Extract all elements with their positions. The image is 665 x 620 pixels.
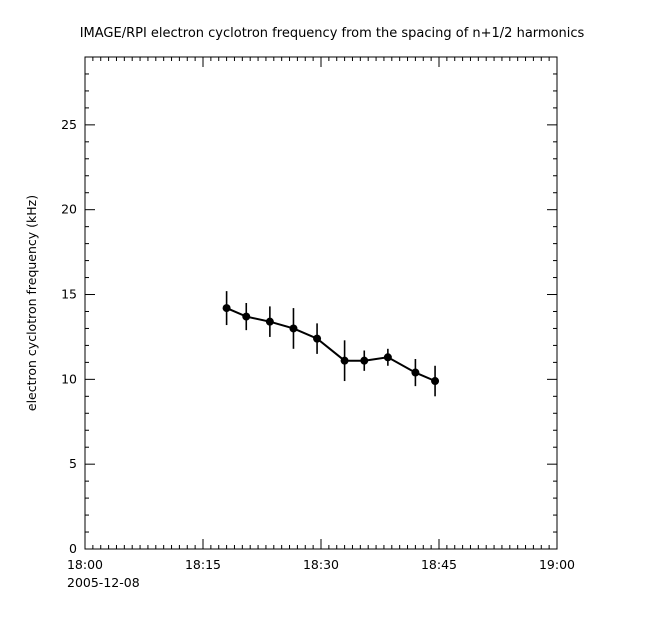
x-tick-label: 18:30 bbox=[303, 557, 339, 572]
y-tick-label: 5 bbox=[69, 456, 77, 471]
y-tick-label: 25 bbox=[61, 117, 77, 132]
plot-box bbox=[84, 56, 558, 550]
data-point bbox=[242, 312, 251, 321]
data-point bbox=[340, 356, 349, 365]
y-tick-label: 0 bbox=[69, 541, 77, 556]
data-point bbox=[383, 353, 392, 362]
chart-title: IMAGE/RPI electron cyclotron frequency f… bbox=[80, 26, 585, 41]
x-tick-label: 18:45 bbox=[421, 557, 457, 572]
axes: 18:00 18:15 18:30 18:45 19:00 0 5 10 15 20 25 bbox=[61, 56, 575, 572]
y-tick-label: 10 bbox=[61, 371, 77, 386]
y-axis-label: electron cyclotron frequency (kHz) bbox=[24, 195, 39, 411]
data-point bbox=[265, 317, 274, 326]
y-tick-label: 15 bbox=[61, 287, 77, 302]
data-point bbox=[431, 377, 440, 386]
x-tick-label: 19:00 bbox=[539, 557, 575, 572]
data-point bbox=[289, 324, 298, 333]
data-point bbox=[411, 368, 420, 377]
data-point bbox=[222, 304, 231, 313]
data-point bbox=[313, 334, 322, 343]
data-series bbox=[222, 291, 440, 397]
data-point bbox=[360, 356, 369, 365]
x-tick-label: 18:00 bbox=[67, 557, 103, 572]
date-label: 2005-12-08 bbox=[67, 575, 140, 590]
data-line bbox=[226, 307, 436, 382]
y-tick-label: 20 bbox=[61, 202, 77, 217]
x-tick-label: 18:15 bbox=[185, 557, 221, 572]
